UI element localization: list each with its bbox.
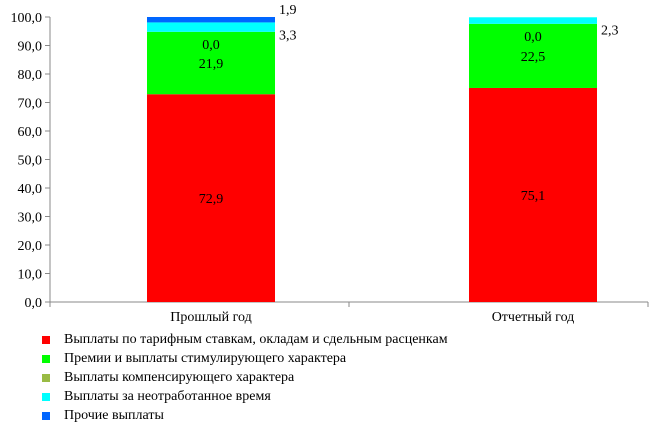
legend-swatch: [42, 335, 50, 344]
y-tick-label: 20,0: [18, 239, 43, 254]
legend-swatch: [42, 373, 50, 382]
y-tick-label: 30,0: [18, 211, 43, 226]
data-label: 0,0: [202, 38, 220, 53]
data-label: 75,1: [521, 189, 546, 204]
legend-label: Выплаты за неотработанное время: [64, 389, 271, 404]
bar-segment: [147, 17, 275, 23]
legend-item: Прочие выплаты: [42, 406, 448, 425]
bar-segment: [147, 94, 275, 302]
data-label: 0,0: [524, 30, 542, 45]
bar-segment: [469, 17, 597, 24]
bar-segment: [147, 22, 275, 32]
x-tick-label: Отчетный год: [492, 310, 575, 325]
y-tick-label: 80,0: [18, 68, 43, 83]
data-label: 72,9: [199, 192, 224, 207]
y-tick-label: 10,0: [18, 268, 43, 283]
data-label: 22,5: [521, 50, 546, 65]
legend-label: Прочие выплаты: [64, 408, 164, 423]
data-label: 21,9: [199, 57, 224, 72]
legend-item: Премии и выплаты стимулирующего характер…: [42, 349, 448, 368]
data-label: 1,9: [279, 3, 297, 18]
y-tick-label: 100,0: [11, 11, 43, 26]
bar-segment: [469, 23, 597, 88]
bar-segment: [147, 31, 275, 95]
y-tick-label: 50,0: [18, 154, 43, 169]
legend-item: Выплаты компенсирующего характера: [42, 368, 448, 387]
legend-item: Выплаты за неотработанное время: [42, 387, 448, 406]
legend-label: Премии и выплаты стимулирующего характер…: [64, 351, 347, 366]
y-tick-label: 40,0: [18, 182, 43, 197]
legend-swatch: [42, 411, 50, 420]
y-tick-label: 90,0: [18, 40, 43, 55]
y-tick-label: 60,0: [18, 125, 43, 140]
data-labels: 72,9 21,9 0,0 3,3 1,9 75,1 22,5 0,0 2,3: [199, 3, 619, 207]
bars: [147, 17, 597, 302]
data-label: 2,3: [601, 23, 619, 38]
legend: Выплаты по тарифным ставкам, окладам и с…: [42, 330, 448, 425]
x-axis: Прошлый год Отчетный год: [49, 301, 649, 325]
y-tick-label: 0,0: [25, 296, 43, 311]
x-tick-label: Прошлый год: [170, 310, 251, 325]
legend-item: Выплаты по тарифным ставкам, окладам и с…: [42, 330, 448, 349]
legend-swatch: [42, 392, 50, 401]
y-tick-label: 70,0: [18, 97, 43, 112]
y-axis: 0,0 10,0 20,0 30,0 40,0 50,0 60,0 70,0 80,0 90,0 1…: [11, 11, 51, 311]
legend-label: Выплаты компенсирующего характера: [64, 370, 295, 385]
legend-label: Выплаты по тарифным ставкам, окладам и с…: [64, 332, 448, 347]
legend-swatch: [42, 354, 50, 363]
bar-segment: [469, 87, 597, 302]
data-label: 3,3: [279, 28, 297, 43]
